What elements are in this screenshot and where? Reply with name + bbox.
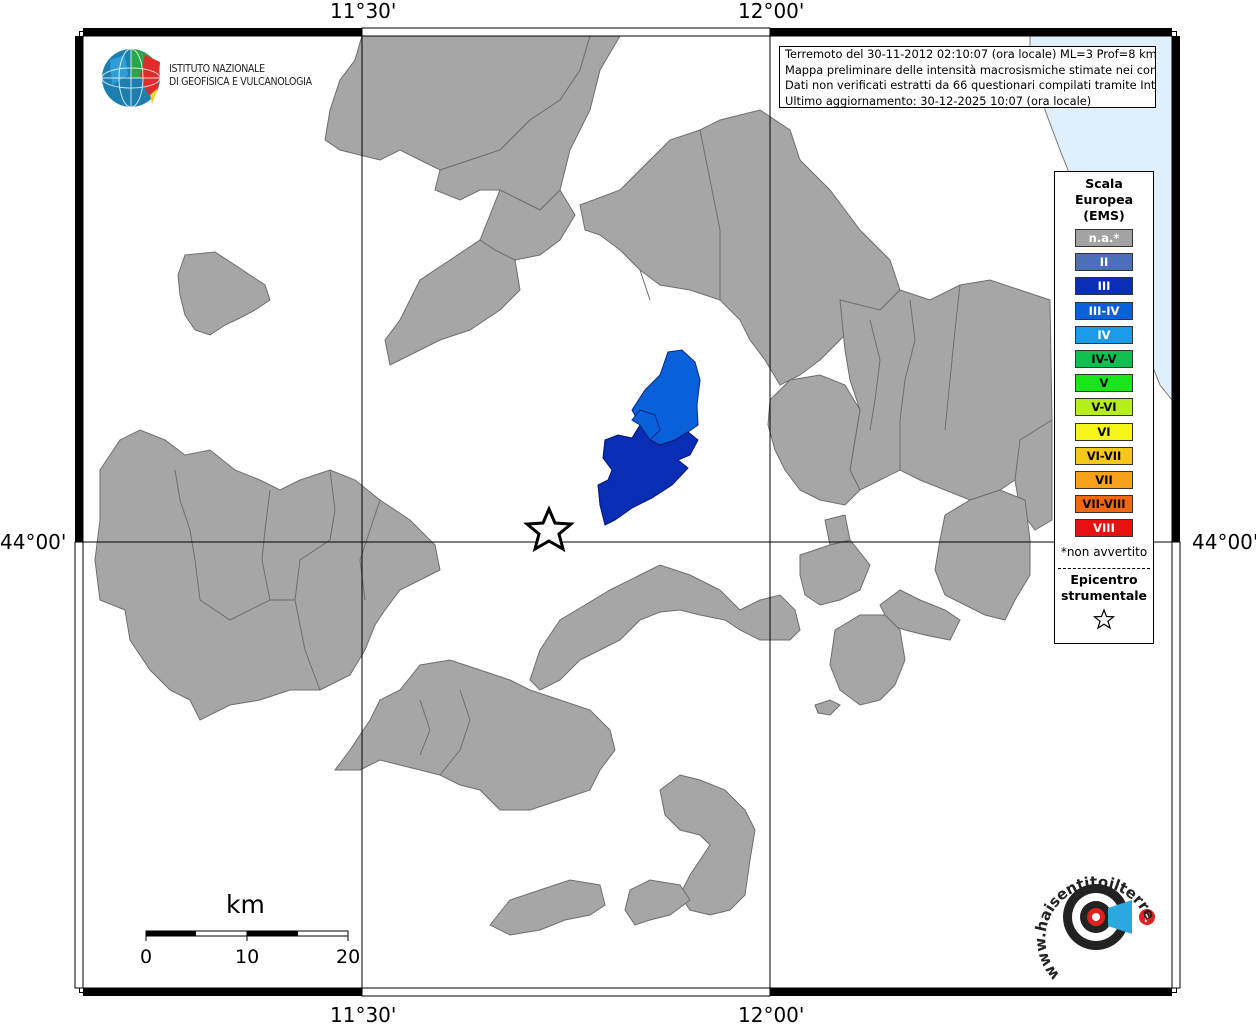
scale-tick-20: 20	[336, 946, 361, 968]
legend-title-line2: Europea	[1074, 192, 1134, 207]
municipality-intensity-III-IV-small	[631, 409, 661, 441]
legend-item: IV-V	[1075, 350, 1133, 368]
intensity-legend: Scala Europea (EMS) n.a.* II III III-IV IV IV…	[1054, 171, 1154, 644]
legend-item: III	[1075, 277, 1133, 296]
legend-epicenter-label: Epicentro strumentale	[1055, 572, 1153, 604]
legend-note: *non avvertito	[1060, 545, 1148, 559]
scale-tick-0: 0	[140, 946, 153, 968]
legend-item: VIII	[1075, 519, 1133, 538]
legend-item: VII-VIII	[1075, 495, 1133, 514]
municipalities-not-available	[94, 35, 1053, 936]
municipality-borders	[174, 129, 961, 776]
legend-item: IV	[1075, 325, 1133, 344]
scale-bar	[145, 930, 349, 941]
ingv-logo-icon	[101, 48, 161, 108]
scale-tick-10: 10	[235, 946, 260, 968]
epicenter-star-icon	[523, 505, 575, 553]
event-info-line4: Ultimo aggiornamento: 30-12-2025 10:07 (…	[785, 93, 1092, 108]
municipality-intensity-III	[597, 424, 699, 526]
legend-title: Scala Europea (EMS)	[1055, 176, 1153, 224]
event-info-box: Terremoto del 30-11-2012 02:10:07 (ora l…	[779, 46, 1156, 108]
institute-name-line2: DI GEOFISICA E VULCANOLOGIA	[169, 76, 312, 88]
svg-text:?: ?	[1143, 912, 1149, 925]
lat-label-left: 44°00'	[0, 530, 67, 554]
event-info-line1: Terremoto del 30-11-2012 02:10:07 (ora l…	[785, 47, 1156, 61]
legend-item: VI	[1075, 422, 1133, 441]
svg-text:www.haisentitoilterremoto.it: www.haisentitoilterremoto.it	[1030, 855, 1159, 980]
lon-label-top-left: 11°30'	[330, 0, 397, 23]
site-logo-text: www.haisentitoilterremoto.it	[1030, 855, 1159, 980]
legend-item: VII	[1075, 471, 1133, 489]
haisentito-logo-icon: ?	[1063, 884, 1155, 950]
lon-label-bottom-left: 11°30'	[330, 1003, 397, 1027]
legend-epicenter-line2: strumentale	[1060, 588, 1148, 603]
legend-epicenter-line1: Epicentro	[1070, 572, 1138, 587]
legend-star-icon	[1093, 608, 1115, 630]
legend-item: II	[1075, 253, 1133, 272]
legend-separator	[1058, 568, 1150, 569]
site-logo-url: www.haisentitoilterremoto.it	[1030, 855, 1159, 980]
institute-name: ISTITUTO NAZIONALE DI GEOFISICA E VULCAN…	[169, 63, 312, 89]
event-info-line2: Mappa preliminare delle intensità macros…	[785, 62, 1156, 77]
legend-item: n.a.*	[1075, 229, 1133, 247]
scale-unit-label: km	[226, 890, 265, 919]
legend-title-line1: Scala	[1085, 176, 1123, 191]
legend-item: V	[1075, 374, 1133, 393]
graticule	[83, 36, 1172, 988]
legend-item: III-IV	[1075, 301, 1133, 320]
legend-item: VI-VII	[1075, 446, 1133, 465]
lon-label-bottom-right: 12°00'	[738, 1003, 805, 1027]
institute-name-line1: ISTITUTO NAZIONALE	[169, 63, 265, 75]
legend-item: V-VI	[1075, 398, 1133, 417]
event-info-line3: Dati non verificati estratti da 66 quest…	[785, 78, 1156, 92]
lon-label-top-right: 12°00'	[738, 0, 805, 23]
map-frame	[74, 27, 1181, 997]
legend-title-line3: (EMS)	[1083, 208, 1125, 223]
lat-label-right: 44°00'	[1192, 530, 1256, 554]
